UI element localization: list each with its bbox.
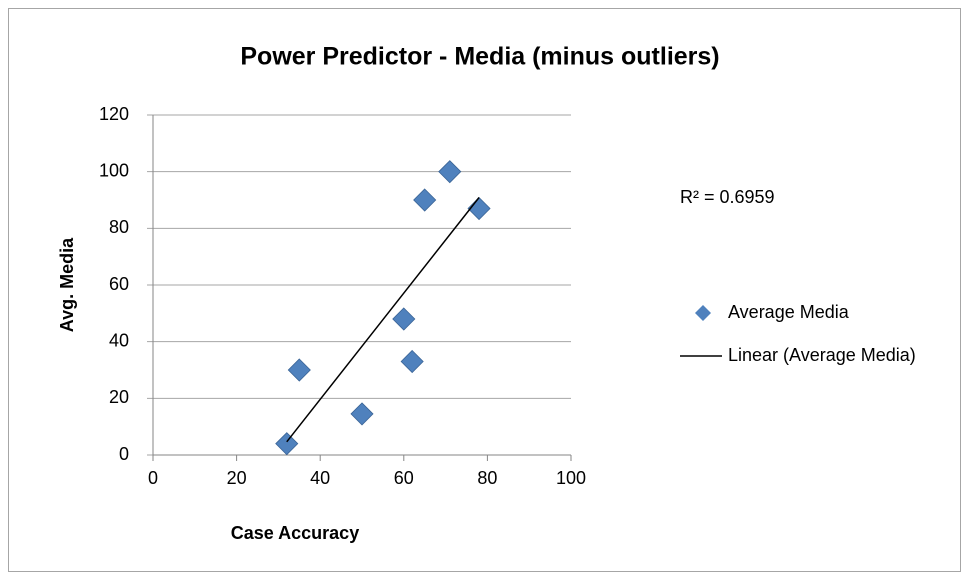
y-tick-label: 100 [99,160,129,180]
scatter-point [287,358,311,382]
legend-label: Average Media [728,302,850,322]
scatter-point [438,160,462,184]
r-squared: R² = 0.6959 [680,187,775,207]
chart-title: Power Predictor - Media (minus outliers) [240,43,719,71]
scatter-point [392,307,416,331]
scatter-point [400,349,424,374]
legend-marker [695,305,711,321]
chart-border [8,8,961,572]
scatter-point [350,402,374,426]
scatter-point [275,432,299,456]
y-tick-label: 20 [109,387,129,407]
y-tick-label: 120 [99,104,129,124]
y-axis-title: Avg. Media [57,237,77,332]
legend-label: Linear (Average Media) [728,345,916,365]
x-tick-label: 20 [227,468,247,488]
y-tick-label: 60 [109,274,129,294]
y-tick-label: 80 [109,217,129,237]
trendline [286,197,480,443]
scatter-point [413,188,437,212]
x-tick-label: 40 [310,468,330,488]
scatter-point [467,196,491,221]
y-tick-label: 0 [119,444,129,464]
x-tick-label: 0 [148,468,158,488]
y-tick-label: 40 [109,330,129,350]
x-tick-label: 60 [394,468,414,488]
x-tick-label: 80 [477,468,497,488]
x-tick-label: 100 [556,468,586,488]
x-axis-title: Case Accuracy [231,523,359,543]
